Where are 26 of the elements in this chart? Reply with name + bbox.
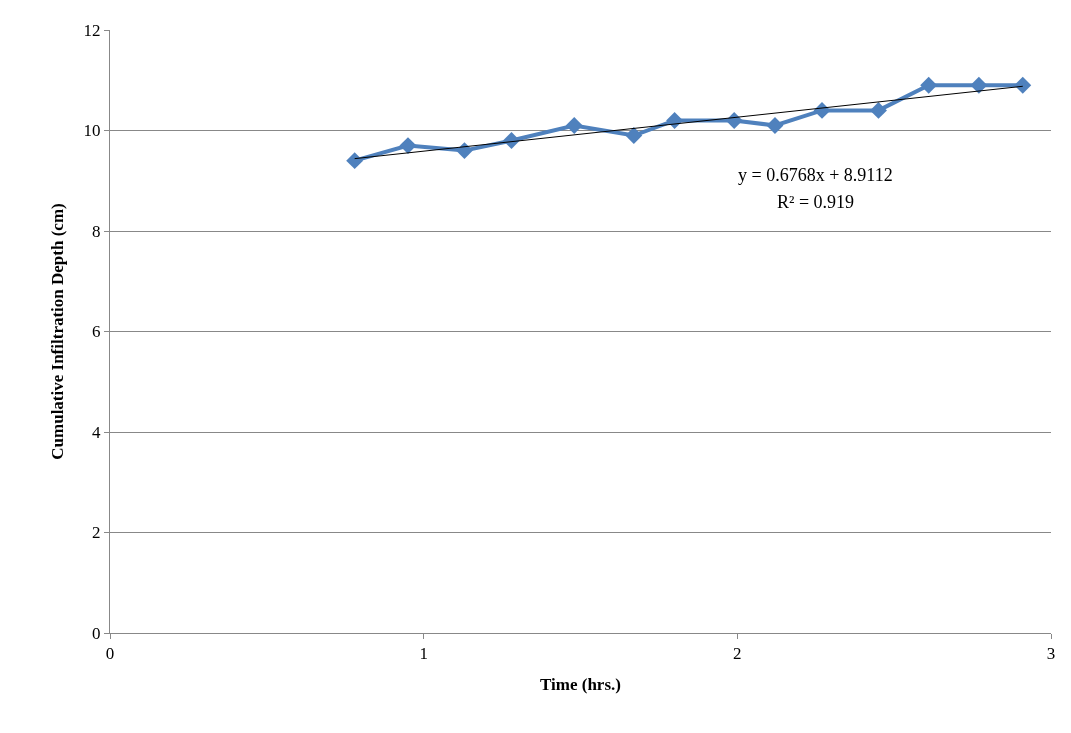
y-tick-label: 6	[92, 322, 101, 342]
x-tick-label: 1	[419, 644, 428, 664]
y-tick-label: 10	[83, 121, 101, 141]
annotation: R² = 0.919	[777, 192, 855, 212]
point	[766, 117, 784, 134]
y-tick-label: 8	[92, 221, 101, 241]
point	[455, 142, 473, 160]
y-axis-title: Cumulative Infiltration Depth (cm)	[48, 203, 68, 460]
annotation: y = 0.6768x + 8.9112	[738, 165, 893, 185]
point	[1014, 76, 1032, 94]
point	[399, 137, 417, 155]
point	[870, 101, 887, 119]
y-tick-label: 12	[83, 20, 101, 40]
point	[970, 76, 988, 94]
y-tick-label: 0	[92, 623, 101, 643]
x-tick-label: 0	[105, 644, 115, 664]
y-tick-label: 2	[92, 523, 101, 543]
point	[920, 76, 938, 94]
x-tick-label: 3	[1046, 644, 1056, 664]
point	[565, 117, 583, 134]
point	[666, 112, 684, 129]
x-axis-title: Time (hrs.)	[540, 674, 621, 694]
point	[625, 127, 643, 144]
point	[346, 152, 364, 170]
x-tick-label: 2	[733, 644, 742, 664]
y-tick-label: 4	[92, 422, 102, 442]
